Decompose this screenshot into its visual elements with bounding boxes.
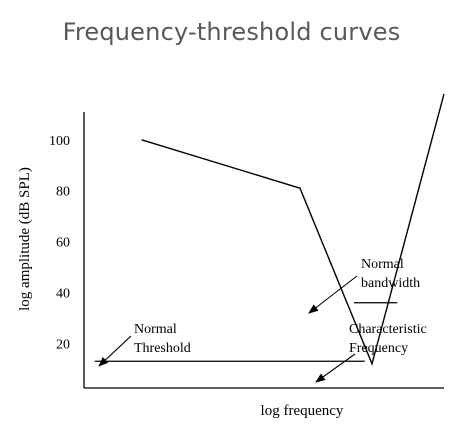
annotation-characteristic-frequency-line-1: Characteristic (349, 322, 427, 337)
arrow-normal-bandwidth (308, 275, 358, 314)
annotation-characteristic-frequency-line-2: Frequency (349, 341, 408, 356)
y-axis-label: log amplitude (dB SPL) (17, 167, 33, 311)
y-tick-label: 80 (56, 185, 70, 200)
chart-title: Frequency-threshold curves (62, 18, 401, 46)
annotation-normal-threshold-line-2: Threshold (134, 341, 191, 356)
annotation-normal-threshold-line-1: Normal (134, 322, 177, 337)
y-tick-label: 20 (56, 337, 70, 352)
annotation-characteristic-frequency: Characteristic Frequency (349, 322, 430, 356)
threshold-curve-line (141, 93, 445, 366)
annotation-normal-bandwidth-line-2: bandwidth (361, 276, 420, 291)
annotation-normal-bandwidth: Normal bandwidth (361, 257, 420, 291)
annotation-normal-bandwidth-line-1: Normal (361, 257, 404, 272)
x-axis-label: log frequency (261, 403, 344, 419)
y-tick-label: 60 (56, 236, 70, 251)
y-tick-label: 100 (49, 134, 70, 149)
arrow-normal-threshold (98, 335, 132, 367)
annotation-normal-threshold: Normal Threshold (134, 322, 191, 356)
y-tick-labels: 20 40 60 80 100 (49, 134, 70, 353)
arrow-characteristic-frequency (315, 353, 356, 383)
y-tick-label: 40 (56, 287, 70, 302)
